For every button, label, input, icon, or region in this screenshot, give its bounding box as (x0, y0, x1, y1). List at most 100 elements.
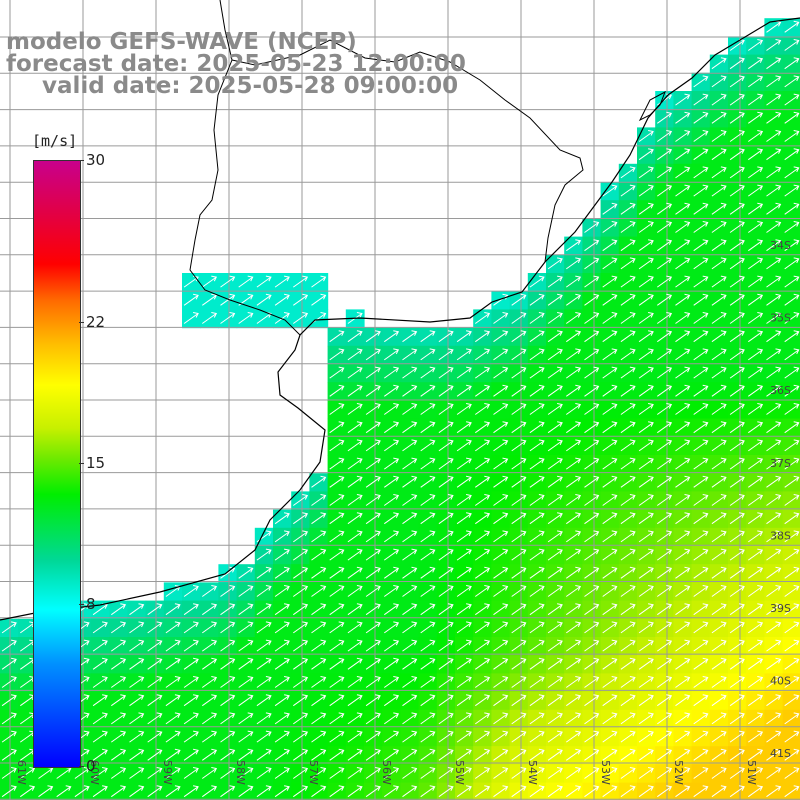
wind-arrow (638, 639, 654, 652)
wind-arrow (511, 621, 527, 634)
wind-arrow (402, 748, 418, 761)
wind-arrow (784, 512, 800, 525)
wind-arrow (711, 694, 727, 707)
wind-arrow (566, 603, 582, 616)
wind-arrow (620, 730, 636, 743)
wind-arrow (711, 603, 727, 616)
wind-arrow (475, 621, 491, 634)
wind-arrow (256, 639, 272, 652)
wind-arrow (402, 348, 418, 361)
wind-arrow (475, 512, 491, 525)
wind-arrow (438, 748, 454, 761)
wind-arrow (638, 785, 654, 798)
wind-arrow (129, 748, 145, 761)
wind-arrow (766, 512, 782, 525)
longitude-label: 61W (15, 760, 28, 785)
wind-arrow (784, 57, 800, 70)
wind-arrow (329, 330, 345, 343)
wind-arrow (584, 457, 600, 470)
wind-arrow (638, 184, 654, 197)
wind-arrow (766, 130, 782, 142)
wind-arrow (456, 512, 472, 525)
wind-arrow (456, 676, 472, 688)
latitude-label: 36S (770, 384, 791, 397)
wind-arrow (711, 421, 727, 434)
wind-arrow (111, 621, 127, 634)
wind-arrow (493, 530, 509, 543)
wind-arrow (311, 785, 327, 798)
wind-arrow (584, 312, 600, 324)
wind-arrow (511, 730, 527, 743)
wind-arrow (475, 639, 491, 652)
wind-arrow (92, 785, 108, 798)
wind-arrow (92, 676, 108, 688)
wind-arrow (784, 239, 800, 252)
wind-arrow (347, 421, 363, 434)
wind-arrow (529, 403, 545, 415)
wind-arrow (711, 403, 727, 415)
wind-arrow (384, 439, 400, 452)
wind-arrow (693, 530, 709, 543)
wind-arrow (438, 384, 454, 397)
wind-arrow (729, 312, 745, 324)
wind-arrow (365, 330, 381, 343)
wind-arrow (584, 530, 600, 543)
wind-arrow (293, 621, 309, 634)
wind-arrow (638, 457, 654, 470)
wind-arrow (711, 221, 727, 233)
wind-arrow (365, 475, 381, 488)
wind-arrow (711, 148, 727, 161)
wind-arrow (420, 767, 436, 779)
wind-arrow (784, 657, 800, 670)
wind-arrow (766, 75, 782, 88)
wind-arrow (766, 548, 782, 561)
wind-arrow (729, 202, 745, 215)
wind-arrow (511, 530, 527, 543)
wind-arrow (220, 639, 236, 652)
wind-arrow (456, 348, 472, 361)
wind-arrow (693, 148, 709, 161)
wind-arrow (511, 475, 527, 488)
wind-arrow (638, 221, 654, 233)
wind-arrow (129, 785, 145, 798)
wind-arrow (529, 439, 545, 452)
wind-arrow (493, 512, 509, 525)
wind-arrow (766, 166, 782, 179)
wind-arrow (711, 475, 727, 488)
wind-arrow (238, 312, 254, 324)
wind-arrow (256, 275, 272, 288)
wind-arrow (511, 494, 527, 506)
wind-arrow (274, 275, 290, 288)
longitude-label: 52W (672, 760, 685, 785)
wind-arrow (329, 657, 345, 670)
wind-arrow (274, 548, 290, 561)
wind-arrow (675, 748, 691, 761)
wind-arrow (711, 275, 727, 288)
wind-arrow (675, 439, 691, 452)
wind-arrow (729, 785, 745, 798)
wind-arrow (384, 475, 400, 488)
wind-arrow (602, 475, 618, 488)
wind-arrow (329, 439, 345, 452)
wind-arrow (347, 548, 363, 561)
wind-arrow (547, 275, 563, 288)
wind-arrow (675, 384, 691, 397)
wind-arrow (420, 566, 436, 579)
wind-arrow (638, 312, 654, 324)
wind-arrow (620, 676, 636, 688)
wind-arrow (584, 384, 600, 397)
valid-date: valid date: 2025-05-28 09:00:00 (42, 73, 459, 99)
longitude-label: 53W (599, 760, 612, 785)
wind-arrow (329, 712, 345, 725)
wind-arrow (347, 730, 363, 743)
wind-arrow (748, 439, 764, 452)
wind-arrow (566, 312, 582, 324)
wind-arrow (602, 530, 618, 543)
wind-arrow (529, 585, 545, 597)
wind-arrow (274, 657, 290, 670)
wind-arrow (711, 93, 727, 106)
wind-arrow (111, 767, 127, 779)
wind-arrow (493, 475, 509, 488)
wind-arrow (529, 566, 545, 579)
wind-arrow (438, 366, 454, 379)
